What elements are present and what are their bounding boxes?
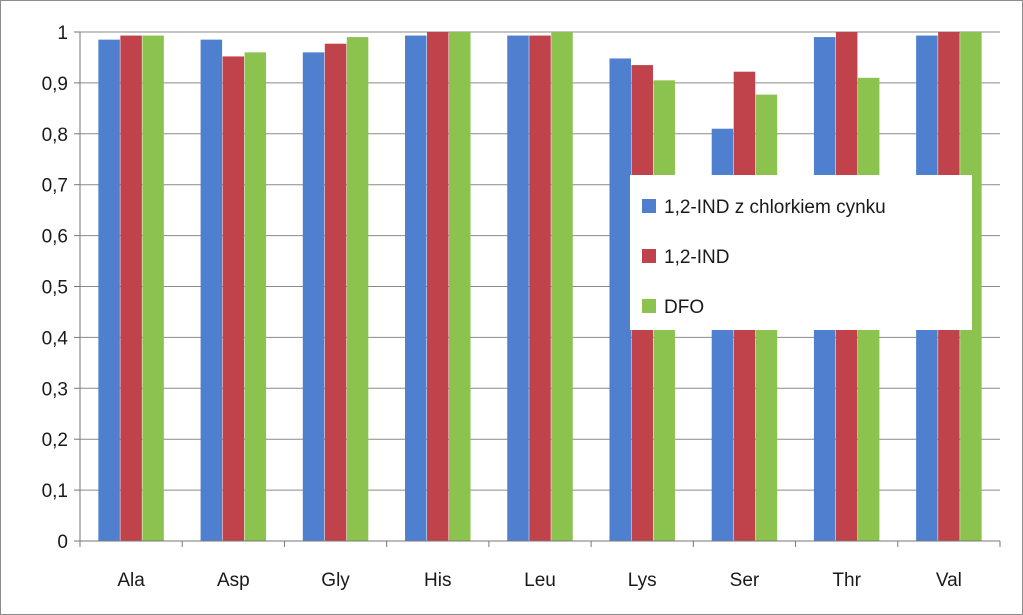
- x-tick-label: His: [424, 570, 451, 591]
- x-tick-label: Ala: [117, 570, 145, 591]
- y-tick-label: 0,4: [42, 328, 69, 349]
- y-tick-label: 0,6: [42, 227, 68, 248]
- bar-ala-series-2: [120, 35, 142, 542]
- y-tick-label: 0,8: [42, 125, 68, 146]
- bar-leu-series-1: [507, 35, 529, 542]
- bar-leu-series-3: [551, 32, 573, 541]
- bar-gly-series-1: [302, 52, 325, 542]
- y-tick-label: 0: [57, 532, 68, 553]
- y-tick-label: 0,7: [42, 176, 68, 197]
- y-tick-label: 0,5: [42, 278, 68, 299]
- legend-label: DFO: [664, 297, 704, 318]
- bar-asp-series-3: [244, 52, 267, 542]
- y-tick-label: 0,2: [42, 430, 68, 451]
- axes: [74, 31, 1001, 547]
- x-axis-ticks: Ala Asp Gly His Leu Lys Ser Thr Val: [117, 570, 962, 591]
- y-tick-label: 0,3: [42, 379, 68, 400]
- legend-swatch: [642, 199, 656, 213]
- x-tick-label: Val: [936, 570, 962, 591]
- y-tick-label: 1: [57, 23, 68, 44]
- bar-ala-series-1: [98, 39, 120, 541]
- x-tick-label: Gly: [321, 570, 350, 591]
- bar-gly-series-2: [324, 43, 347, 541]
- bar-his-series-2: [427, 32, 449, 541]
- bar-leu-series-2: [529, 35, 551, 542]
- legend: 1,2-IND z chlorkiem cynku 1,2-IND DFO: [630, 175, 972, 330]
- y-axis-ticks: 0 0,1 0,2 0,3 0,4 0,5 0,6 0,7 0,8 0,9 1: [42, 23, 69, 553]
- bar-asp-series-1: [200, 39, 223, 541]
- bar-his-series-3: [449, 32, 471, 541]
- legend-label: 1,2-IND z chlorkiem cynku: [664, 197, 886, 218]
- bar-his-series-1: [405, 35, 427, 542]
- legend-box: [630, 175, 972, 330]
- bar-asp-series-2: [222, 56, 245, 541]
- x-tick-label: Leu: [524, 570, 556, 591]
- legend-swatch: [642, 299, 656, 313]
- x-tick-label: Lys: [628, 570, 657, 591]
- bar-ala-series-3: [142, 35, 164, 542]
- legend-swatch: [642, 249, 656, 263]
- y-tick-label: 0,1: [42, 481, 68, 502]
- bar-gly-series-3: [346, 37, 369, 542]
- bar-lys-series-1: [609, 58, 631, 542]
- x-tick-label: Ser: [730, 570, 760, 591]
- legend-label: 1,2-IND: [664, 247, 729, 268]
- x-tick-label: Thr: [832, 570, 861, 591]
- x-tick-label: Asp: [217, 570, 250, 591]
- y-tick-label: 0,9: [42, 74, 68, 95]
